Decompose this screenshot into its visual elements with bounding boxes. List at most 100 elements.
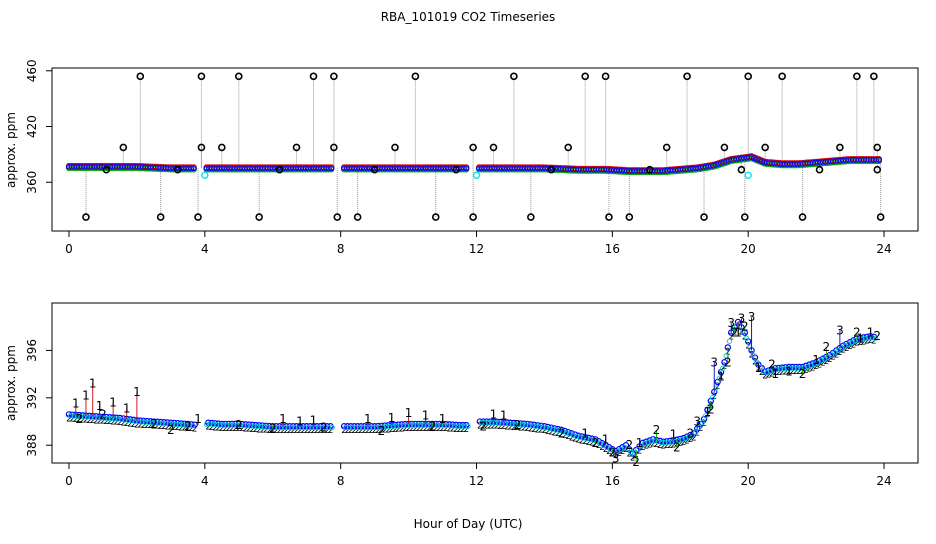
digit-2-trace: 2 — [419, 424, 425, 434]
series-1-digit: 1 — [500, 409, 508, 423]
digit-2-trace: 2 — [413, 424, 419, 434]
outlier-point — [469, 213, 477, 221]
cyan-trace-point — [550, 426, 556, 432]
cyan-trace-point — [458, 423, 464, 429]
top-x-tick-label: 16 — [605, 242, 620, 256]
digit-2-trace: 2 — [304, 426, 310, 436]
cyan-trace-point — [424, 422, 430, 428]
digit-2-trace: 2 — [192, 425, 198, 435]
digit-2-trace: 2 — [324, 426, 330, 436]
digit-2-trace: 2 — [817, 360, 823, 370]
series-1-digit: 1 — [670, 428, 678, 442]
top-y-tick-label: 460 — [25, 59, 39, 82]
cyan-trace-point — [499, 420, 505, 426]
digit-2-trace: 2 — [766, 371, 772, 381]
digit-2-trace: 2 — [314, 426, 320, 436]
cyan-trace-point — [214, 421, 220, 428]
digit-2-trace: 2 — [243, 424, 249, 434]
cyan-trace-point — [224, 422, 230, 428]
digit-2-trace: 2 — [691, 433, 697, 443]
digit-2-trace: 2 — [684, 436, 690, 446]
cyan-point — [744, 171, 752, 179]
cyan-trace-point — [733, 323, 739, 329]
series-1-digit: 1 — [422, 409, 430, 423]
series-3-digit: 3 — [710, 355, 718, 369]
cyan-trace-point — [611, 448, 617, 454]
series-2-digit: 2 — [150, 417, 158, 431]
digit-2-trace: 2 — [606, 447, 612, 457]
outlier-point — [876, 213, 885, 221]
bottom-y-tick-label: 392 — [25, 386, 39, 409]
cyan-trace-point — [251, 423, 257, 429]
digit-2-trace: 2 — [545, 427, 551, 437]
digit-2-trace: 2 — [660, 442, 666, 452]
cyan-trace-point — [373, 424, 379, 430]
cyan-trace-point — [543, 425, 549, 431]
cyan-trace-point — [866, 335, 872, 341]
top-x-tick-label: 20 — [741, 242, 756, 256]
cyan-trace-point — [353, 424, 359, 431]
digit-2-trace: 2 — [562, 431, 568, 441]
digit-2-trace: 2 — [375, 426, 381, 436]
digit-2-trace: 2 — [399, 424, 405, 434]
outlier-point — [197, 143, 206, 152]
digit-2-trace: 2 — [253, 425, 259, 435]
cyan-trace-point — [624, 445, 631, 452]
digit-2-trace: 2 — [871, 337, 877, 347]
series-1-digit: 1 — [867, 326, 875, 340]
digit-2-trace: 2 — [548, 428, 554, 438]
cyan-trace-point — [655, 439, 661, 445]
series-2-digit: 2 — [768, 358, 776, 372]
outlier-point — [194, 213, 202, 221]
cyan-trace-point — [754, 359, 760, 365]
bottom-x-tick-label: 24 — [876, 474, 891, 488]
cyan-trace-point — [553, 427, 559, 433]
digit-2-trace: 2 — [528, 424, 534, 434]
digit-2-trace: 2 — [70, 415, 76, 425]
digit-2-trace: 2 — [593, 439, 599, 449]
top-x-tick-label: 8 — [337, 242, 345, 256]
cyan-trace-point — [227, 422, 233, 428]
digit-2-trace: 2 — [779, 368, 785, 378]
cyan-trace-point — [692, 429, 699, 435]
digit-2-trace: 2 — [100, 417, 106, 427]
cyan-trace-point — [679, 437, 685, 443]
digit-2-trace: 2 — [538, 426, 544, 436]
digit-2-trace: 2 — [582, 437, 588, 447]
bottom-plot-frame — [51, 302, 919, 464]
cyan-trace-point — [495, 420, 502, 426]
digit-2-trace: 2 — [463, 425, 469, 435]
digit-2-trace: 2 — [728, 333, 734, 343]
digit-2-trace: 2 — [212, 423, 218, 433]
top-x-tick-label: 4 — [201, 242, 209, 256]
digit-2-trace: 2 — [110, 417, 116, 427]
outlier-point — [309, 72, 318, 81]
outlier-point — [683, 72, 691, 81]
outlier-point — [720, 143, 729, 152]
cyan-trace-point — [390, 423, 396, 429]
cyan-trace-point — [71, 413, 77, 419]
outlier-point — [662, 143, 671, 152]
digit-2-trace: 2 — [226, 424, 232, 434]
digit-2-trace: 2 — [161, 422, 167, 432]
cyan-trace-point — [421, 422, 427, 428]
digit-2-trace: 2 — [134, 420, 140, 430]
cyan-trace-point — [258, 423, 264, 430]
series-1-digit: 1 — [439, 412, 447, 426]
cyan-trace-point — [560, 428, 566, 435]
digit-2-trace: 2 — [484, 421, 490, 431]
cyan-trace-point — [105, 415, 111, 421]
series-1-digit: 1 — [89, 377, 97, 391]
bottom-x-tick-label: 0 — [65, 474, 73, 488]
cyan-trace-point — [584, 436, 590, 442]
cyan-trace-point — [356, 424, 362, 431]
cyan-trace-point — [431, 422, 437, 428]
cyan-trace-point — [159, 420, 166, 426]
outlier-point — [173, 165, 182, 174]
outlier-point — [510, 72, 518, 81]
digit-2-trace: 2 — [596, 441, 602, 451]
cyan-trace-point — [859, 336, 865, 342]
outlier-point — [431, 213, 440, 221]
cyan-trace-point — [319, 424, 325, 431]
